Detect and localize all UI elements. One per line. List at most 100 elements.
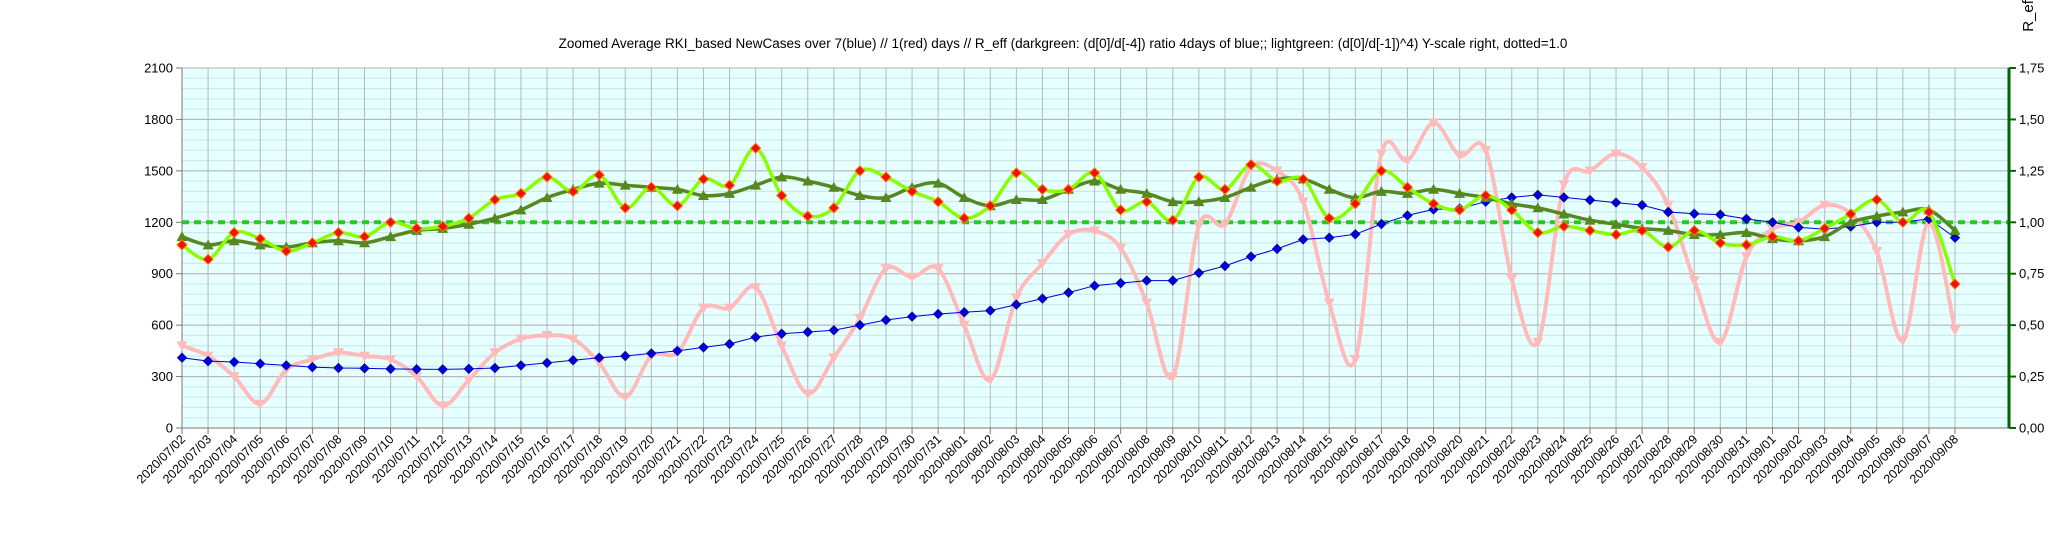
data-point-reff1	[1167, 214, 1179, 226]
data-point-reff1	[1349, 198, 1362, 210]
data-point-avg7	[1793, 222, 1804, 233]
data-point-daily	[1819, 200, 1831, 211]
right-tick-label: 1,75	[2019, 61, 2044, 76]
data-point-daily	[1532, 337, 1544, 348]
data-point-reff4	[1949, 225, 1961, 235]
data-point-reff1	[1375, 165, 1388, 177]
data-point-avg7	[281, 360, 292, 371]
data-point-reff1	[619, 202, 631, 214]
data-point-daily	[1949, 325, 1961, 336]
data-point-daily	[1323, 298, 1335, 309]
data-point-reff1	[1427, 198, 1440, 210]
data-point-daily	[463, 375, 475, 386]
data-point-daily	[1141, 298, 1153, 309]
data-point-reff4	[1036, 194, 1048, 205]
data-point-avg7	[1610, 197, 1622, 208]
data-point-daily	[1871, 247, 1883, 257]
data-point-avg7	[541, 357, 553, 369]
data-point-reff1	[802, 210, 814, 222]
data-point-avg7	[567, 355, 579, 366]
data-point-avg7	[1219, 260, 1231, 272]
data-point-daily	[932, 264, 944, 275]
data-point-daily	[254, 399, 266, 410]
data-point-reff4	[802, 175, 814, 186]
data-point-reff4	[1089, 175, 1101, 186]
data-point-daily	[1636, 163, 1648, 173]
data-point-reff4	[541, 192, 553, 202]
major-gridlines	[181, 67, 2009, 429]
data-point-reff1	[228, 226, 240, 239]
x-axis-ticks: 2020/07/022020/07/032020/07/042020/07/05…	[134, 428, 1961, 486]
data-point-reff4	[1428, 183, 1440, 194]
data-point-reff4	[776, 171, 788, 182]
data-point-avg7	[1063, 287, 1074, 298]
data-point-daily	[1662, 200, 1674, 211]
data-point-avg7	[1141, 275, 1152, 286]
data-point-reff4	[1819, 231, 1831, 242]
left-tick-label: 2100	[144, 61, 173, 76]
data-point-daily	[802, 389, 814, 400]
data-point-daily	[1115, 243, 1127, 254]
data-point-avg7	[463, 363, 475, 375]
data-point-daily	[1766, 224, 1778, 235]
data-point-avg7	[724, 338, 735, 350]
chart-title: Zoomed Average RKI_based NewCases over 7…	[559, 36, 1568, 51]
data-point-daily	[1063, 229, 1074, 240]
left-tick-label: 1800	[144, 112, 173, 127]
data-point-reff1	[306, 237, 319, 249]
data-point-daily	[1897, 336, 1909, 347]
data-point-daily	[619, 392, 631, 403]
data-point-avg7	[1558, 192, 1570, 203]
data-point-daily	[437, 401, 449, 412]
data-point-reff1	[906, 185, 918, 198]
right-tick-label: 0,25	[2019, 369, 2044, 384]
data-point-avg7	[854, 319, 866, 331]
data-point-reff1	[384, 216, 397, 228]
data-point-reff1	[1949, 278, 1961, 290]
data-point-reff1	[1088, 167, 1101, 179]
data-point-avg7	[1662, 206, 1674, 218]
data-point-reff4	[1897, 206, 1909, 217]
data-point-avg7	[1949, 232, 1961, 243]
data-point-reff1	[489, 193, 501, 206]
data-point-reff4	[332, 235, 344, 246]
left-tick-label: 1500	[144, 163, 173, 178]
left-tick-label: 0	[166, 421, 173, 436]
data-point-daily	[593, 358, 605, 369]
data-point-reff4	[202, 239, 214, 250]
data-point-avg7	[411, 363, 422, 375]
data-point-daily	[906, 272, 918, 283]
data-point-avg7	[802, 326, 813, 338]
data-point-reff4	[671, 183, 683, 194]
data-point-reff1	[1114, 204, 1127, 216]
data-point-reff1	[1871, 193, 1883, 206]
data-point-avg7	[489, 362, 501, 374]
data-point-reff4	[1219, 192, 1231, 202]
data-point-daily	[1193, 221, 1205, 232]
data-point-avg7	[176, 352, 188, 363]
data-point-avg7	[906, 311, 918, 322]
data-point-daily	[880, 264, 892, 275]
right-tick-label: 1,00	[2019, 215, 2044, 230]
right-axis-ticks: 0,00 0,25 0,50 0,75 1,00 1,25 1,50 1,75	[2009, 61, 2044, 436]
left-tick-label: 300	[151, 369, 173, 384]
data-point-reff1	[1062, 183, 1075, 196]
data-point-avg7	[776, 328, 787, 339]
data-point-reff1	[775, 189, 788, 202]
data-point-reff1	[1766, 230, 1779, 243]
data-point-avg7	[228, 356, 240, 368]
right-tick-label: 0,50	[2019, 318, 2044, 333]
left-axis-ticks: 0 300 600 900 1200 1500 1800 2100	[144, 61, 182, 436]
data-point-reff1	[1636, 224, 1648, 237]
data-point-avg7	[1350, 229, 1361, 240]
data-point-avg7	[1376, 218, 1387, 230]
data-point-reff1	[1610, 228, 1622, 241]
data-point-avg7	[385, 363, 396, 375]
data-point-reff1	[358, 230, 371, 243]
data-point-avg7	[1271, 243, 1283, 255]
data-point-reff1	[932, 196, 944, 208]
data-point-avg7	[1324, 232, 1335, 243]
data-point-reff4	[1167, 196, 1179, 207]
series-avg7	[176, 189, 1961, 375]
